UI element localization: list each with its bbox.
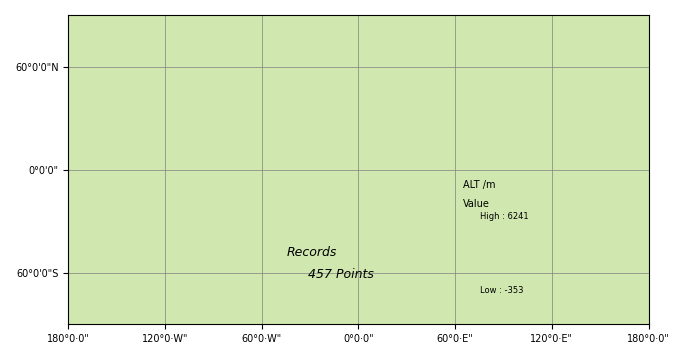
Text: ALT /m: ALT /m: [463, 180, 495, 190]
Text: High : 6241: High : 6241: [480, 212, 529, 221]
Text: Records: Records: [287, 246, 337, 259]
Text: 457 Points: 457 Points: [308, 268, 374, 281]
Text: Low : -353: Low : -353: [480, 286, 524, 295]
Text: Value: Value: [463, 199, 490, 209]
